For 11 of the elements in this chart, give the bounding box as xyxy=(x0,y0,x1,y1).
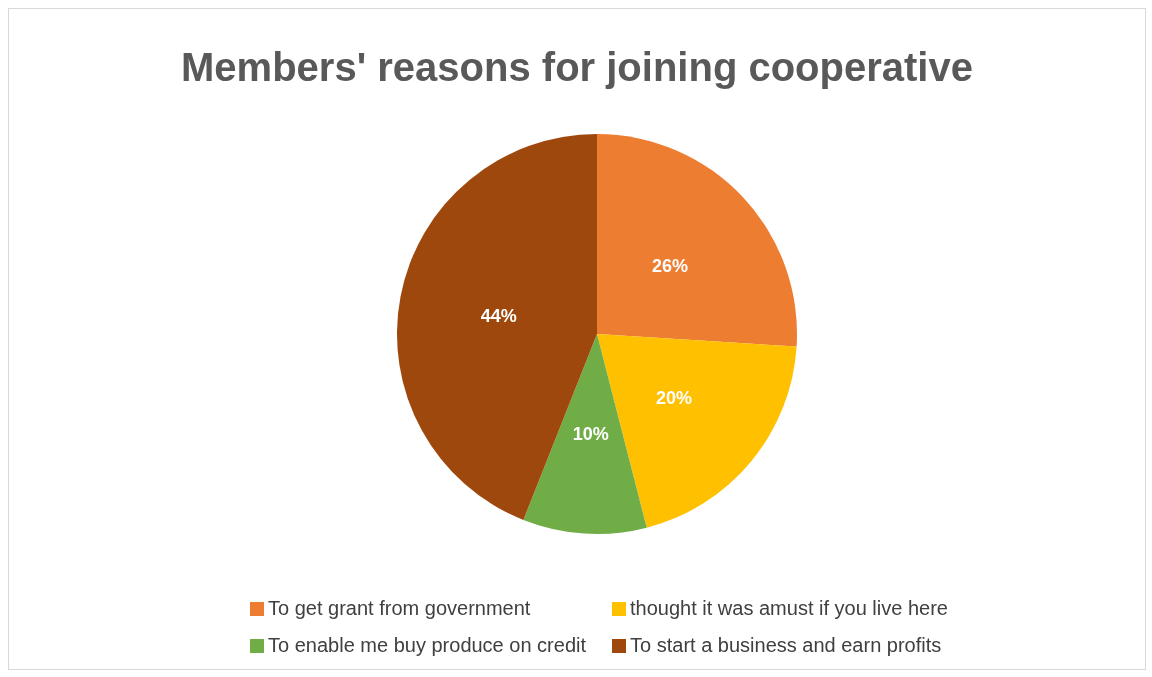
legend-label: To start a business and earn profits xyxy=(630,634,942,657)
legend-label: To enable me buy produce on credit xyxy=(268,634,587,657)
chart-title: Members' reasons for joining cooperative xyxy=(180,45,974,90)
data-label: 26% xyxy=(651,255,688,276)
legend-label: thought it was amust if you live here xyxy=(630,597,948,620)
pie-slice xyxy=(523,334,647,534)
legend-label: To get grant from government xyxy=(268,597,531,620)
data-label: 20% xyxy=(656,388,693,409)
data-label: 44% xyxy=(480,305,517,326)
data-label: 10% xyxy=(572,424,609,445)
pie-slice xyxy=(597,134,797,347)
